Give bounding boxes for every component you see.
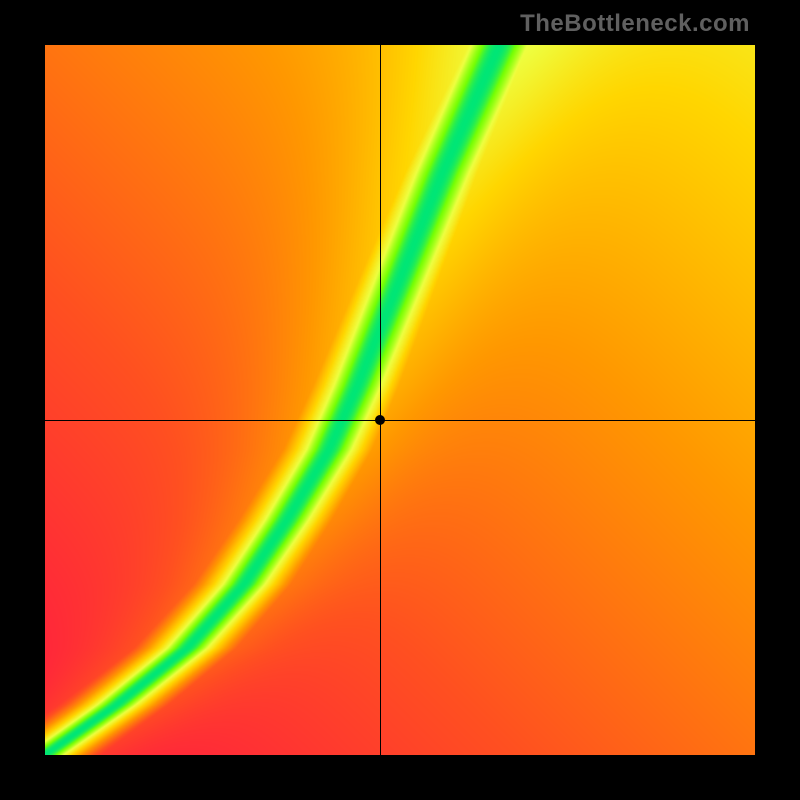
watermark-text: TheBottleneck.com <box>520 10 750 38</box>
heatmap-canvas <box>45 45 755 755</box>
crosshair-vertical <box>380 45 381 755</box>
crosshair-marker <box>375 415 385 425</box>
chart-container <box>45 45 755 755</box>
crosshair-horizontal <box>45 420 755 421</box>
